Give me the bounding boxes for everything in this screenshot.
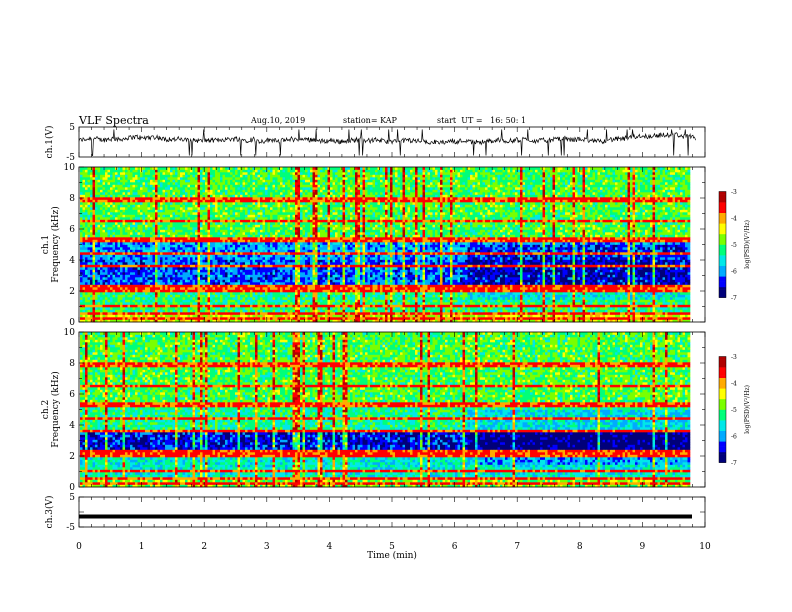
x-tick-label: 2 bbox=[201, 542, 207, 552]
y-tick-label: -5 bbox=[66, 153, 75, 163]
y-axis-label: Frequency (kHz) bbox=[50, 371, 61, 448]
y-tick-label: 10 bbox=[64, 328, 76, 338]
y-tick-label: 4 bbox=[69, 421, 75, 431]
x-tick-label: 1 bbox=[139, 542, 145, 552]
vlf-spectra-figure: 5-5ch.1(V)0246810ch.1 Frequency (kHz)-3-4… bbox=[0, 0, 792, 612]
colorbar-tick-label: -4 bbox=[731, 381, 737, 388]
y-tick-label: 10 bbox=[64, 163, 76, 173]
colorbar-tick-label: -5 bbox=[731, 407, 737, 414]
colorbar-tick-label: -5 bbox=[731, 242, 737, 249]
y-axis-label: ch.1 bbox=[41, 235, 51, 254]
x-axis-label: Time (min) bbox=[367, 550, 417, 561]
y-tick-label: 0 bbox=[69, 318, 75, 328]
y-tick-label: 5 bbox=[69, 493, 75, 503]
colorbar bbox=[719, 192, 726, 298]
y-tick-label: 8 bbox=[69, 359, 75, 369]
colorbar-label: log(PSD)(V²/Hz) bbox=[744, 385, 751, 434]
y-tick-label: 0 bbox=[69, 483, 75, 493]
y-tick-label: 4 bbox=[69, 256, 75, 266]
y-axis-label: ch.3(V) bbox=[44, 496, 55, 529]
x-tick-label: 0 bbox=[76, 542, 82, 552]
y-tick-label: 5 bbox=[69, 123, 75, 133]
colorbar-tick-label: -6 bbox=[731, 434, 737, 441]
x-tick-label: 7 bbox=[514, 542, 520, 552]
colorbar-tick-label: -4 bbox=[731, 216, 737, 223]
x-tick-label: 8 bbox=[577, 542, 583, 552]
ch1-spectrogram bbox=[80, 167, 690, 322]
x-tick-label: 9 bbox=[640, 542, 646, 552]
colorbar-tick-label: -7 bbox=[731, 460, 737, 467]
colorbar-tick-label: -3 bbox=[731, 189, 737, 196]
colorbar-label: log(PSD)(V²/Hz) bbox=[744, 220, 751, 269]
y-axis-label: ch.2 bbox=[41, 400, 51, 419]
colorbar-tick-label: -7 bbox=[731, 295, 737, 302]
y-axis-label: ch.1(V) bbox=[44, 126, 55, 159]
colorbar-tick-label: -3 bbox=[731, 354, 737, 361]
y-tick-label: 6 bbox=[69, 390, 75, 400]
y-tick-label: 8 bbox=[69, 194, 75, 204]
ch1-waveform-line bbox=[79, 129, 696, 155]
ch2-spectrogram bbox=[80, 332, 690, 487]
y-tick-label: 6 bbox=[69, 225, 75, 235]
x-tick-label: 6 bbox=[452, 542, 458, 552]
y-tick-label: 2 bbox=[69, 287, 75, 297]
colorbar-tick-label: -6 bbox=[731, 269, 737, 276]
x-tick-label: 10 bbox=[699, 542, 711, 552]
y-axis-label: Frequency (kHz) bbox=[50, 206, 61, 283]
x-tick-label: 3 bbox=[264, 542, 270, 552]
y-tick-label: 2 bbox=[69, 452, 75, 462]
x-tick-label: 4 bbox=[327, 542, 333, 552]
colorbar bbox=[719, 357, 726, 463]
y-tick-label: -5 bbox=[66, 523, 75, 533]
